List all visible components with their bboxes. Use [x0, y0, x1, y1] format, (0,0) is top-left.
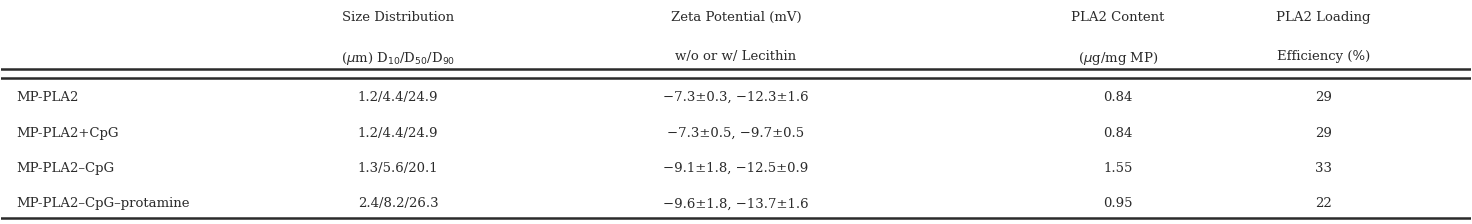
Text: −9.6±1.8, −13.7±1.6: −9.6±1.8, −13.7±1.6	[664, 197, 808, 210]
Text: −9.1±1.8, −12.5±0.9: −9.1±1.8, −12.5±0.9	[664, 162, 808, 175]
Text: 1.2/4.4/24.9: 1.2/4.4/24.9	[358, 91, 439, 104]
Text: 22: 22	[1316, 197, 1332, 210]
Text: 1.3/5.6/20.1: 1.3/5.6/20.1	[358, 162, 439, 175]
Text: 1.55: 1.55	[1104, 162, 1132, 175]
Text: −7.3±0.3, −12.3±1.6: −7.3±0.3, −12.3±1.6	[664, 91, 808, 104]
Text: 0.95: 0.95	[1103, 197, 1133, 210]
Text: Size Distribution: Size Distribution	[342, 11, 455, 24]
Text: 0.84: 0.84	[1104, 127, 1132, 140]
Text: ($\mu$g/mg MP): ($\mu$g/mg MP)	[1078, 50, 1158, 67]
Text: w/o or w/ Lecithin: w/o or w/ Lecithin	[676, 50, 796, 63]
Text: MP-PLA2+CpG: MP-PLA2+CpG	[16, 127, 119, 140]
Text: PLA2 Loading: PLA2 Loading	[1276, 11, 1370, 24]
Text: 29: 29	[1316, 127, 1332, 140]
Text: MP-PLA2: MP-PLA2	[16, 91, 78, 104]
Text: −7.3±0.5, −9.7±0.5: −7.3±0.5, −9.7±0.5	[667, 127, 805, 140]
Text: Efficiency (%): Efficiency (%)	[1278, 50, 1370, 63]
Text: 2.4/8.2/26.3: 2.4/8.2/26.3	[358, 197, 439, 210]
Text: Zeta Potential (mV): Zeta Potential (mV)	[671, 11, 801, 24]
Text: 1.2/4.4/24.9: 1.2/4.4/24.9	[358, 127, 439, 140]
Text: 29: 29	[1316, 91, 1332, 104]
Text: MP-PLA2–CpG: MP-PLA2–CpG	[16, 162, 115, 175]
Text: MP-PLA2–CpG–protamine: MP-PLA2–CpG–protamine	[16, 197, 190, 210]
Text: 0.84: 0.84	[1104, 91, 1132, 104]
Text: PLA2 Content: PLA2 Content	[1072, 11, 1164, 24]
Text: ($\mu$m) D$_{10}$/D$_{50}$/D$_{90}$: ($\mu$m) D$_{10}$/D$_{50}$/D$_{90}$	[342, 50, 455, 67]
Text: 33: 33	[1314, 162, 1332, 175]
